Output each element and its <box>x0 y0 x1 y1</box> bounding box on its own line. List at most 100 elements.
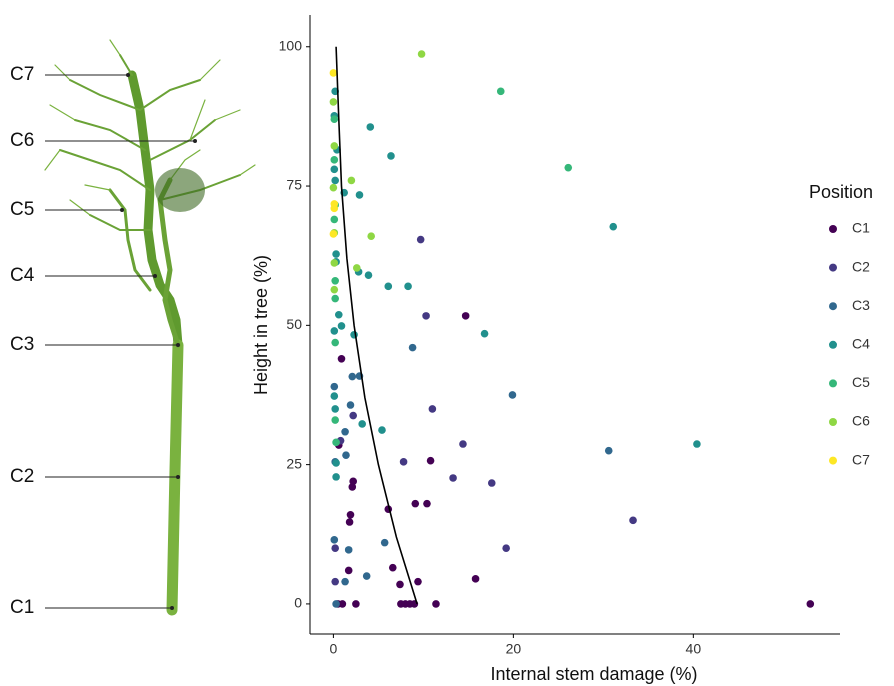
point <box>387 152 395 160</box>
point <box>329 230 338 238</box>
point <box>358 420 366 428</box>
point <box>480 329 489 338</box>
point <box>508 391 517 399</box>
point <box>352 600 360 608</box>
point <box>331 416 339 424</box>
trunk-base <box>166 339 184 616</box>
point <box>331 405 339 413</box>
y-tick-label: 75 <box>286 177 302 193</box>
point <box>349 411 357 420</box>
point <box>388 563 397 572</box>
x-tick-label: 40 <box>686 641 702 657</box>
fit-line <box>335 46 418 605</box>
point <box>344 546 353 554</box>
tree-label: C6 <box>10 130 34 151</box>
point <box>331 577 339 586</box>
legend-label: C2 <box>852 258 870 274</box>
point <box>332 473 340 481</box>
y-tick-label: 100 <box>279 37 303 53</box>
pointer-dot <box>120 208 124 212</box>
y-axis-title: Height in tree (%) <box>251 255 271 395</box>
legend-label: C7 <box>852 451 870 467</box>
point <box>426 456 435 465</box>
legend-label: C1 <box>852 220 870 236</box>
point <box>459 440 467 448</box>
point <box>337 322 346 330</box>
legend-marker <box>829 263 837 272</box>
pointer-dot <box>126 73 130 77</box>
point <box>564 163 573 172</box>
legend-marker <box>829 379 837 388</box>
point <box>349 477 357 486</box>
point <box>399 458 408 466</box>
point <box>345 518 354 526</box>
point <box>348 372 357 381</box>
point <box>422 312 430 320</box>
point <box>487 479 496 487</box>
legend-label: C4 <box>852 336 870 352</box>
point <box>332 600 340 608</box>
point <box>604 446 613 455</box>
point <box>366 123 375 131</box>
point <box>346 510 355 519</box>
point <box>432 600 440 608</box>
tree-label: C1 <box>10 597 34 618</box>
legend-marker <box>829 456 837 465</box>
pointer-dot <box>153 274 157 278</box>
legend-title: Position <box>809 182 873 202</box>
point <box>331 276 339 285</box>
y-tick-label: 0 <box>294 595 302 611</box>
point <box>404 282 412 291</box>
legend-marker <box>829 225 837 233</box>
point <box>396 580 404 589</box>
branch <box>108 188 152 292</box>
point <box>344 566 353 575</box>
point <box>330 382 339 391</box>
point <box>496 87 505 96</box>
point <box>502 544 510 552</box>
point <box>348 483 357 491</box>
point <box>461 312 470 320</box>
point <box>330 165 339 174</box>
point <box>367 232 375 240</box>
point <box>609 222 618 231</box>
point <box>337 354 346 363</box>
legend-label: C3 <box>852 297 870 313</box>
point <box>332 250 340 258</box>
point <box>330 327 339 335</box>
point <box>428 405 437 413</box>
pointer-dot <box>176 343 180 347</box>
point <box>332 459 340 467</box>
point <box>330 142 339 150</box>
point <box>330 215 339 224</box>
point <box>414 577 422 586</box>
point <box>423 499 431 508</box>
legend-label: C5 <box>852 374 870 390</box>
tree-label: C3 <box>10 334 34 355</box>
point <box>330 156 339 164</box>
tree-label: C5 <box>10 199 34 220</box>
point <box>408 343 417 352</box>
point <box>417 50 426 58</box>
point <box>330 392 339 400</box>
twig <box>44 39 256 216</box>
point <box>330 115 339 123</box>
point <box>341 427 349 436</box>
point <box>330 536 339 544</box>
tree-illustration <box>44 39 256 616</box>
point <box>334 310 343 319</box>
point <box>331 294 339 303</box>
point <box>329 183 338 192</box>
legend-marker <box>829 302 837 311</box>
point <box>449 474 457 482</box>
point <box>332 438 340 447</box>
point <box>331 176 339 185</box>
point <box>355 191 364 199</box>
pointer-dot <box>170 606 174 610</box>
point <box>330 204 339 213</box>
point <box>330 259 339 267</box>
point <box>330 285 339 294</box>
point <box>416 235 425 244</box>
